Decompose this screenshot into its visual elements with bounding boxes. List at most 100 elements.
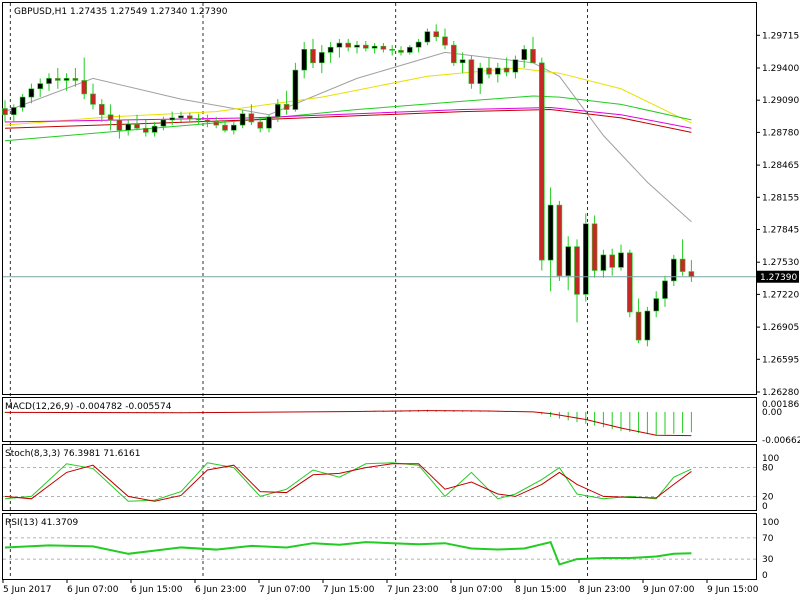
candle-body (609, 254, 616, 268)
candle-body (336, 42, 343, 48)
y-tick-label: 1.28155 (762, 193, 799, 203)
candle-body (626, 252, 633, 313)
y-tick-label: 1.26280 (762, 388, 799, 398)
candle-body (600, 254, 607, 271)
rsi-y-tick-label: 0 (762, 571, 768, 581)
main-chart-title: GBPUSD,H1 1.27435 1.27549 1.27340 1.2739… (14, 7, 228, 17)
candle-body (424, 31, 431, 43)
stoch-series-line (4, 462, 692, 502)
current-price-box (757, 270, 799, 283)
candle-body (582, 223, 589, 295)
moving-average-line (4, 109, 692, 133)
candle-body (195, 118, 202, 121)
x-tick-label: 6 Jun 07:00 (67, 585, 119, 595)
candle-body (28, 88, 35, 98)
candle-body (292, 69, 299, 110)
rsi-y-tick-label: 30 (762, 555, 774, 565)
x-tick-label: 9 Jun 15:00 (707, 585, 759, 595)
moving-average-line (4, 106, 692, 129)
candle-body (486, 67, 492, 75)
candle-body (283, 104, 290, 110)
candle-body (679, 258, 686, 272)
x-tick-label: 6 Jun 15:00 (131, 585, 183, 595)
candle-body (46, 78, 52, 84)
moving-average-line (4, 67, 692, 126)
main-panel-frame (2, 2, 757, 395)
y-tick-label: 1.27530 (762, 258, 799, 268)
candle-body (160, 119, 167, 127)
candle-body (134, 123, 140, 129)
candle-body (618, 252, 624, 268)
y-tick-label: 1.29400 (762, 64, 799, 74)
candle-body (574, 246, 580, 295)
candle-body (107, 114, 114, 121)
candle-body (442, 36, 448, 46)
y-tick-label: 1.26595 (762, 355, 799, 365)
candle-body (521, 49, 528, 60)
candle-body (591, 223, 598, 271)
x-tick-label: 7 Jun 23:00 (387, 585, 439, 595)
candle-body (556, 204, 563, 276)
stoch-series-line (4, 463, 692, 502)
candle-body (125, 123, 131, 131)
candle-body (2, 108, 8, 116)
candle-body (116, 119, 123, 131)
y-tick-label: 1.29090 (762, 96, 799, 106)
macd-title: MACD(12,26,9) -0.004782 -0.005574 (5, 402, 172, 412)
x-tick-label: 7 Jun 15:00 (323, 585, 375, 595)
x-tick-label: 8 Jun 07:00 (451, 585, 503, 595)
candle-body (327, 46, 334, 53)
y-tick-label: 1.26905 (762, 323, 799, 333)
macd-panel: 0.0018650.00 -0.006629 (4, 400, 800, 446)
candle-body (662, 280, 668, 299)
candle-body (169, 117, 175, 121)
candle-body (63, 78, 70, 81)
candle-body (354, 44, 360, 48)
candle-body (54, 78, 61, 81)
macd-y-tick-label: 0.00 (762, 408, 782, 418)
candle-body (371, 45, 378, 49)
rsi-panel: 100 70 30 0 (3, 518, 779, 581)
candle-body (644, 310, 651, 341)
candle-body (318, 52, 325, 64)
stoch-y-tick-label: 0 (762, 502, 768, 512)
macd-y-tick-label: -0.006629 (762, 436, 800, 446)
candle-body (248, 113, 255, 123)
candle-body (398, 50, 404, 53)
candle-body (81, 80, 87, 95)
y-tick-label: 1.27220 (762, 290, 799, 300)
candle-body (380, 45, 387, 50)
candle-body (345, 42, 352, 48)
current-price-label: 1.27390 (760, 273, 797, 283)
macd-y-tick-label: 0.001865 (762, 400, 800, 410)
moving-average-line (4, 51, 692, 223)
candle-body (11, 107, 17, 116)
rsi-y-tick-label: 70 (762, 534, 774, 544)
candle-body (274, 104, 281, 118)
candle-body (143, 127, 149, 133)
x-tick-label: 7 Jun 07:00 (259, 585, 311, 595)
candle-body (688, 271, 695, 278)
y-tick-label: 1.28465 (762, 161, 799, 171)
candle-body (547, 204, 554, 261)
moving-average-line (4, 95, 692, 142)
candle-body (90, 93, 96, 105)
stoch-panel-frame (2, 444, 757, 511)
candle-body (653, 298, 660, 312)
candle-body (213, 121, 219, 126)
macd-panel-frame (2, 397, 757, 442)
candle-body (565, 246, 572, 276)
candle-body (433, 31, 440, 38)
x-tick-label: 6 Jun 23:00 (195, 585, 247, 595)
candle-body (362, 44, 369, 49)
stoch-title: Stoch(8,3,3) 76.3981 71.6161 (5, 449, 140, 459)
candle-body (151, 125, 158, 133)
candle-body (477, 67, 484, 84)
candle-body (503, 67, 510, 73)
rsi-title: RSI(13) 41.3709 (5, 518, 78, 528)
x-tick-label: 5 Jun 2017 (3, 585, 51, 595)
candle-body (450, 44, 457, 64)
stoch-y-tick-label: 20 (762, 492, 774, 502)
